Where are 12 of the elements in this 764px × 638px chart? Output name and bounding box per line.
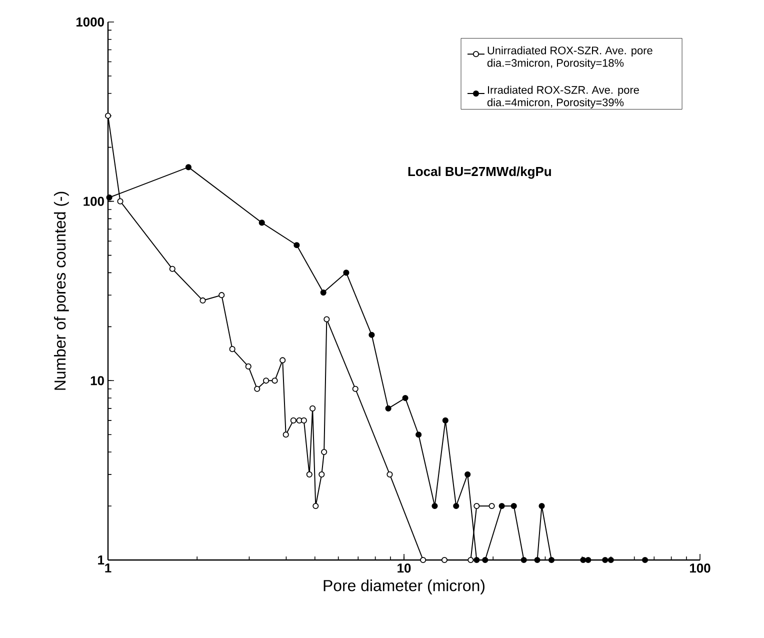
y-tick-label: 1 [98,556,104,564]
x-tick-label: 100 [690,564,710,573]
y-tick-label: 100 [84,196,104,206]
legend-label: Irradiated ROX-SZR. Ave. pore dia.=4micron, Porosity=39% [487,86,639,108]
x-tick-label: 10 [398,564,411,573]
y-tick-label: 10 [90,376,104,386]
y-tick-label: 1000 [76,17,104,27]
x-tick-label: 1 [105,564,112,572]
legend-label: Unirradiated ROX-SZR. Ave. pore dia.=3micron, Porosity=18% [487,46,652,69]
y-axis-title: Number of pores counted (-) [54,192,69,390]
annotation: Local BU=27MWd/kgPu [408,166,551,179]
x-axis-title: Pore diameter (micron) [324,580,484,594]
